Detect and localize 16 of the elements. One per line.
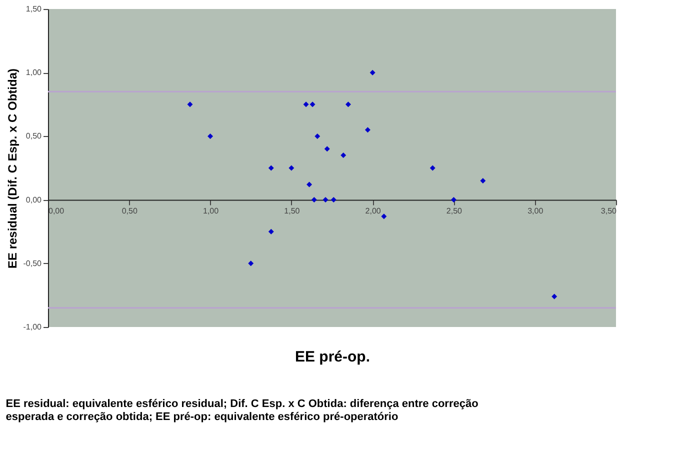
y-tick-label: 1,50 [26, 4, 42, 14]
x-tick-label: 2,00 [365, 206, 382, 216]
y-tick-label: 1,00 [26, 68, 42, 78]
x-tick-label: 1,50 [284, 206, 300, 216]
x-axis-title: EE pré-op. [294, 348, 370, 366]
x-tick-label: 2,50 [446, 206, 463, 216]
x-tick-label: 1,00 [202, 206, 220, 216]
x-tick-label: 3,00 [528, 206, 544, 216]
y-tick-label: 0,00 [26, 195, 42, 204]
y-axis-title: EE residual (Dif. C Esp. x C Obtida) [5, 68, 20, 269]
y-tick-label: 0,50 [26, 132, 42, 141]
x-tick-label: 0,00 [48, 206, 65, 216]
x-tick-label: 0,50 [122, 206, 138, 216]
y-tick-label: -0,50 [23, 258, 42, 268]
y-tick-label: -1,00 [23, 322, 42, 332]
text: EE residual: equivalente esférico residual; Dif. C Esp. x C Obtida: diferença entre correção esperada e correção obtida; EE pré-op: equivalente esférico pré-operatório [6, 398, 479, 423]
